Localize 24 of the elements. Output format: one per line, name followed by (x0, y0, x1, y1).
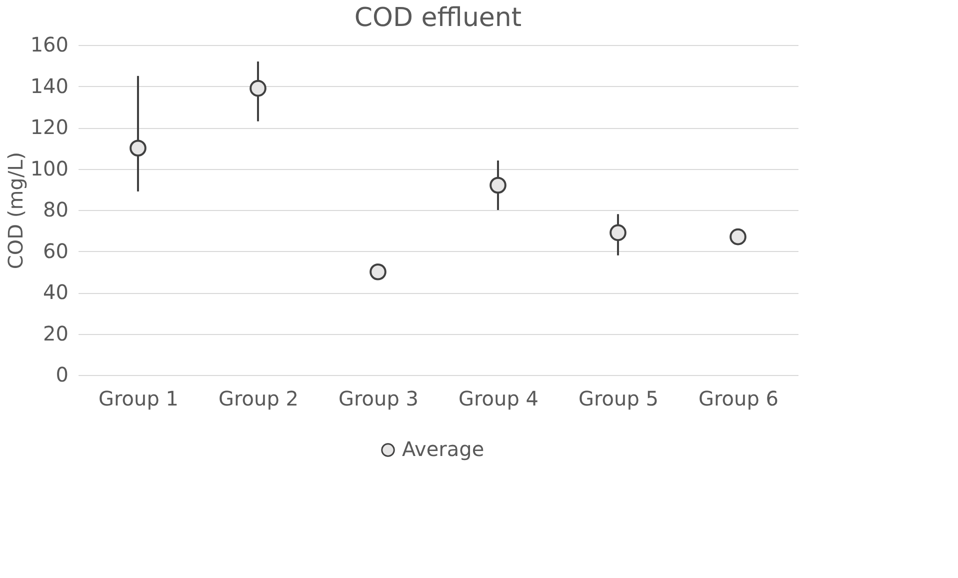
y-tick-label: 20 (43, 321, 68, 346)
y-tick-label: 0 (56, 362, 68, 386)
point (610, 224, 626, 242)
y-tick-label: 60 (43, 238, 68, 263)
point (490, 176, 506, 194)
point (370, 263, 386, 280)
x-tick-label: Group 4 (458, 386, 538, 410)
chart-title: COD effluent (354, 3, 522, 33)
y-tick-label: 100 (30, 156, 68, 180)
y-tick-label: 80 (43, 198, 68, 222)
y-axis-title: COD (mg/L) (3, 152, 28, 270)
y-tick-label: 140 (30, 74, 68, 98)
y-tick-label: 40 (43, 280, 68, 304)
point (250, 80, 266, 97)
x-tick-label: Group 1 (98, 386, 178, 410)
legend-label: Average (402, 437, 484, 461)
x-tick-label: Group 5 (578, 386, 658, 410)
x-tick-label: Group 6 (698, 386, 778, 410)
x-tick-label: Group 2 (218, 386, 298, 410)
x-tick-label: Group 3 (338, 386, 418, 410)
y-tick-label: 120 (30, 115, 68, 139)
y-tick-label: 160 (30, 32, 68, 56)
point (730, 228, 746, 246)
point (130, 140, 146, 157)
